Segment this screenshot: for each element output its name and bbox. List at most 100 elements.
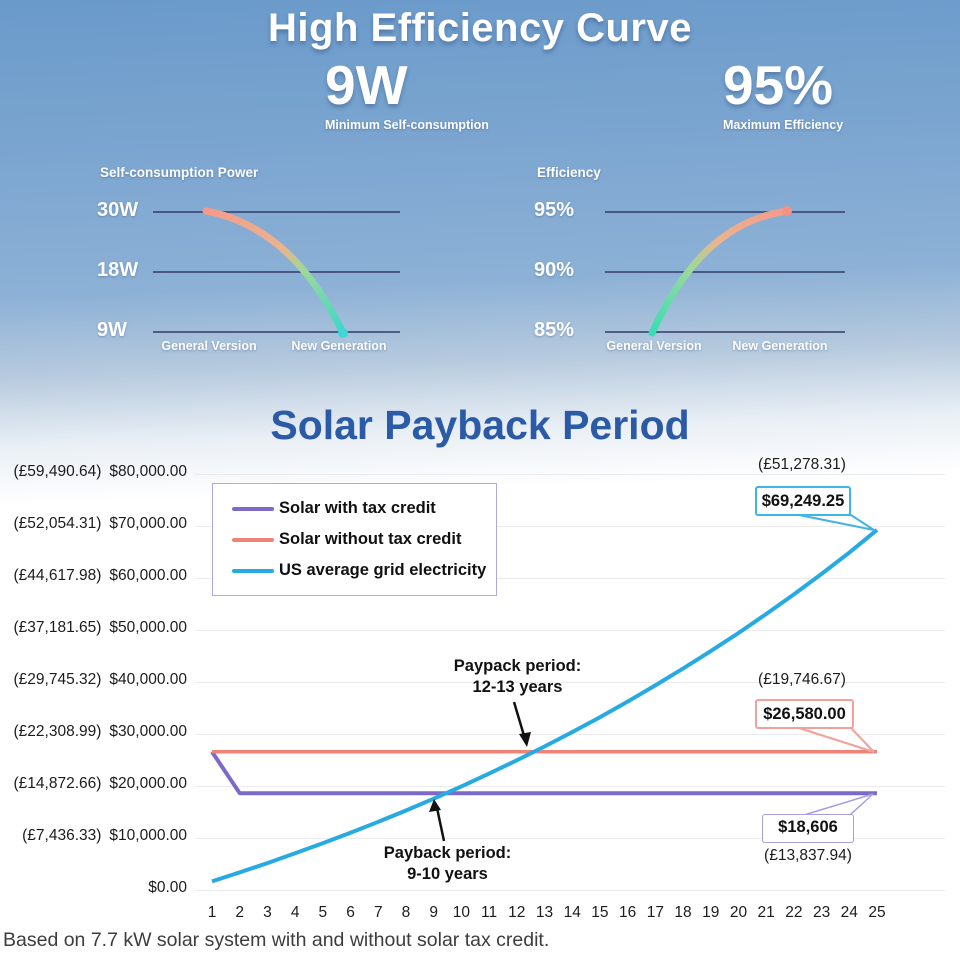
gridline: [195, 474, 945, 475]
x-axis-label: 14: [563, 904, 581, 921]
y-label-usd: $20,000.00: [109, 775, 187, 792]
x-axis-label: 15: [591, 904, 609, 921]
grid-rule: [153, 211, 400, 213]
payback-title: Solar Payback Period: [270, 402, 690, 448]
legend: Solar with tax credit Solar without tax c…: [212, 483, 497, 596]
x-axis-label: 22: [785, 904, 803, 921]
x-axis-label: 21: [757, 904, 775, 921]
y-axis-label: (£37,181.65) $50,000.00: [0, 619, 187, 637]
stat-value: 9W: [325, 54, 408, 116]
x-label: General Version: [606, 339, 702, 353]
gradient-curve-up: [648, 206, 792, 337]
x-axis-label: 18: [674, 904, 692, 921]
y-label-usd: $80,000.00: [109, 463, 187, 480]
note-line1: Paypack period:: [453, 657, 582, 675]
x-label: New Generation: [732, 339, 828, 353]
legend-label: US average grid electricity: [279, 561, 487, 579]
x-axis-label: 4: [290, 904, 300, 921]
y-axis-label: (£22,308.99) $30,000.00: [0, 723, 187, 741]
arrow-9-10: [435, 807, 446, 842]
grid-gbp-note: (£51,278.31): [758, 456, 846, 473]
y-label-gbp: (£7,436.33): [22, 827, 102, 844]
note-line1: Payback period:: [383, 844, 512, 862]
y-axis-label: $0.00: [0, 879, 187, 897]
mini-chart-efficiency: Efficiency 95% 90% 85% General Version N…: [532, 163, 857, 368]
y-label-gbp: (£14,872.66): [13, 775, 102, 792]
note-line2: 12-13 years: [472, 678, 563, 696]
x-axis-label: 7: [373, 904, 383, 921]
note-line2: 9-10 years: [407, 865, 488, 883]
stat-label: Maximum Efficiency: [723, 118, 844, 132]
tail-without-callout: [798, 727, 875, 753]
with-usd-callout: $18,606: [762, 814, 854, 843]
y-axis-label: (£14,872.66) $20,000.00: [0, 775, 187, 793]
legend-item: US average grid electricity: [213, 561, 496, 580]
y-axis-label: (£59,490.64) $80,000.00: [0, 463, 187, 481]
x-axis-label: 17: [646, 904, 664, 921]
x-axis-label: 13: [535, 904, 554, 921]
grid-rule: [605, 211, 845, 213]
y-label-gbp: (£44,617.98): [13, 567, 102, 584]
grid-rule: [605, 271, 845, 273]
y-label-usd: $30,000.00: [109, 723, 187, 740]
payback-note-12-13: Paypack period: 12-13 years: [440, 656, 595, 698]
y-axis-label: (£7,436.33) $10,000.00: [0, 827, 187, 845]
mini-chart-title: Self-consumption Power: [100, 165, 259, 180]
grid-rule: [153, 331, 400, 333]
y-label-gbp: (£22,308.99): [13, 723, 102, 740]
arrowhead-12-13: [519, 732, 531, 747]
x-axis-label: 25: [868, 904, 886, 921]
legend-item: Solar without tax credit: [213, 530, 496, 549]
grid-usd-callout: $69,249.25: [755, 486, 851, 516]
y-tick: 85%: [534, 319, 575, 341]
y-tick: 30W: [97, 199, 139, 221]
line-grid-electricity: [211, 528, 879, 884]
tail-with-callout: [803, 793, 874, 816]
legend-swatch: [232, 506, 274, 511]
gridline: [195, 890, 945, 891]
x-label: General Version: [161, 339, 257, 353]
y-label-usd: $50,000.00: [109, 619, 187, 636]
y-label-gbp: (£52,054.31): [13, 515, 102, 532]
x-axis-label: 12: [508, 904, 526, 921]
x-axis-label: 23: [812, 904, 831, 921]
x-axis-label: 3: [263, 904, 272, 921]
y-axis-label: (£52,054.31) $70,000.00: [0, 515, 187, 533]
payback-plot: [210, 514, 879, 884]
x-axis-label: 20: [729, 904, 748, 921]
legend-swatch: [232, 537, 274, 542]
grid-rule: [153, 271, 400, 273]
y-label-usd: $70,000.00: [109, 515, 187, 532]
y-tick: 18W: [97, 259, 139, 281]
stat-label: Minimum Self-consumption: [325, 118, 489, 132]
arrow-12-13: [512, 701, 527, 740]
gridline: [195, 526, 945, 527]
y-label-gbp: (£59,490.64): [13, 463, 102, 480]
y-tick: 90%: [534, 259, 575, 281]
x-axis-label: 9: [429, 904, 438, 921]
legend-label: Solar with tax credit: [279, 499, 436, 517]
x-axis-label: 5: [318, 904, 328, 921]
stat-max-efficiency: 95% Maximum Efficiency: [723, 54, 844, 133]
y-tick: 95%: [534, 199, 575, 221]
y-label-gbp: (£37,181.65): [13, 619, 102, 636]
hero-title: High Efficiency Curve: [268, 6, 692, 50]
line-with-tax-credit: [210, 750, 877, 796]
grid-rule: [605, 331, 845, 333]
stat-value: 95%: [723, 54, 834, 116]
y-label-gbp: (£29,745.32): [13, 671, 102, 688]
x-axis-label: 16: [619, 904, 637, 921]
gradient-curve-down: [202, 207, 348, 338]
y-tick: 9W: [97, 319, 127, 341]
x-axis-label: 6: [346, 904, 355, 921]
x-axis-label: 10: [452, 904, 470, 921]
x-axis-label: 8: [401, 904, 411, 921]
y-axis-label: (£44,617.98) $60,000.00: [0, 567, 187, 585]
x-axis-label: 19: [702, 904, 720, 921]
y-label-usd: $60,000.00: [109, 567, 187, 584]
y-axis-label: (£29,745.32) $40,000.00: [0, 671, 187, 689]
footnote: Based on 7.7 kW solar system with and wi…: [3, 929, 550, 951]
y-label-usd: $0.00: [148, 879, 187, 896]
gridline: [195, 838, 945, 839]
gridline: [195, 630, 945, 631]
